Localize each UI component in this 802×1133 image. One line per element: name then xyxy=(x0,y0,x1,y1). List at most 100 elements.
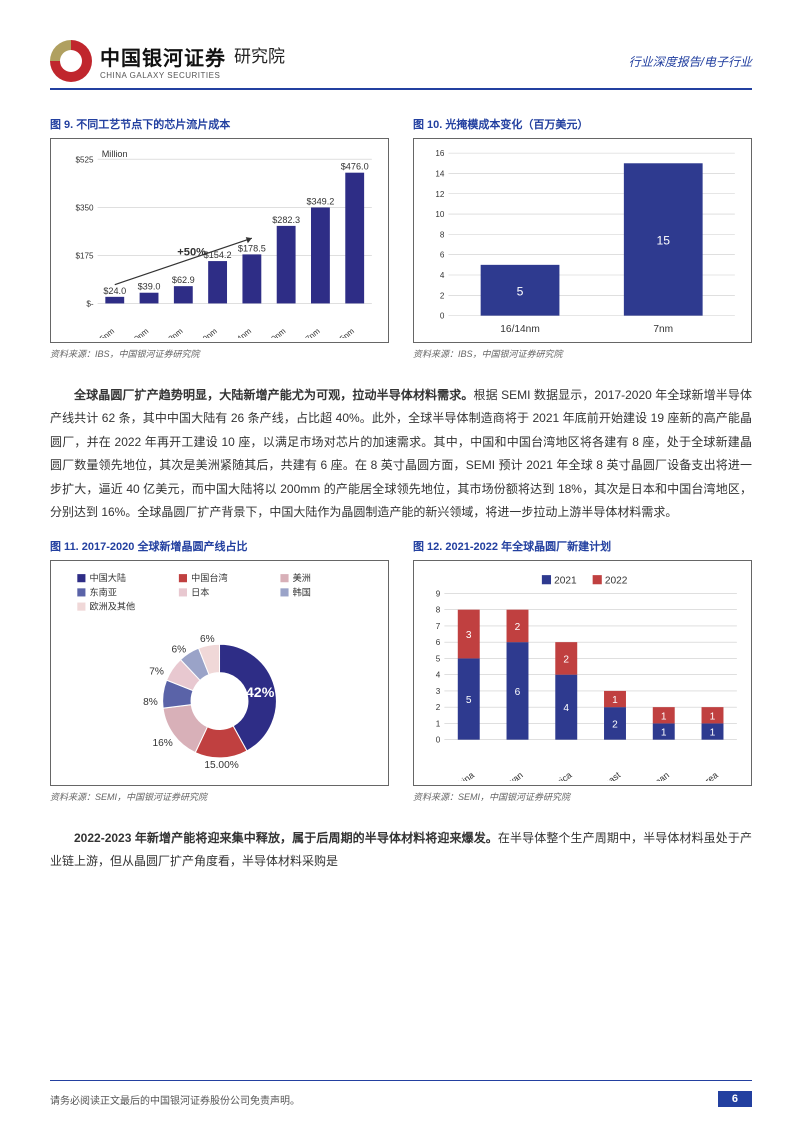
para1-lead: 全球晶圆厂扩产趋势明显，大陆新增产能尤为可观，拉动半导体材料需求。 xyxy=(74,388,473,402)
svg-text:中国大陆: 中国大陆 xyxy=(90,573,127,584)
svg-text:4: 4 xyxy=(436,671,441,680)
svg-text:$525: $525 xyxy=(76,155,95,164)
svg-text:12: 12 xyxy=(435,190,445,199)
page-header: 中国银河证券 CHINA GALAXY SECURITIES 研究院 行业深度报… xyxy=(50,40,752,82)
svg-text:6: 6 xyxy=(515,687,521,698)
svg-text:1: 1 xyxy=(710,728,716,739)
svg-text:5: 5 xyxy=(517,284,524,298)
svg-text:China: China xyxy=(451,770,477,781)
svg-text:16/14nm: 16/14nm xyxy=(500,324,539,335)
fig11-chart: 中国大陆 中国台湾 美洲东南亚 日本 韩国欧洲及其他 42% 15.00% 16% 8% 7% 6%… xyxy=(50,560,389,785)
para1-body: 根据 SEMI 数据显示，2017-2020 年全球新增半导体产线共计 62 条… xyxy=(50,388,752,519)
svg-text:5: 5 xyxy=(466,695,472,706)
svg-text:6: 6 xyxy=(440,251,445,260)
svg-text:1: 1 xyxy=(661,712,667,723)
svg-text:15.00%: 15.00% xyxy=(204,760,238,771)
svg-text:$476.0: $476.0 xyxy=(341,162,369,172)
svg-text:$39.0: $39.0 xyxy=(138,282,161,292)
svg-text:14: 14 xyxy=(435,169,445,178)
fig9-chart: Million $- $175 $350 $525 $24.0 65nm $39.0 45/40… xyxy=(50,138,389,343)
svg-text:2021: 2021 xyxy=(554,576,577,587)
svg-text:欧洲及其他: 欧洲及其他 xyxy=(90,601,136,612)
svg-text:7nm: 7nm xyxy=(304,326,322,338)
svg-text:9: 9 xyxy=(436,590,441,599)
svg-text:16%: 16% xyxy=(152,738,172,749)
svg-text:65nm: 65nm xyxy=(95,326,117,338)
svg-text:45/40nm: 45/40nm xyxy=(120,326,150,338)
svg-text:42%: 42% xyxy=(246,685,275,701)
svg-text:4: 4 xyxy=(440,271,445,280)
svg-text:4: 4 xyxy=(563,704,569,715)
logo-cn-text: 中国银河证券 xyxy=(100,42,226,71)
institute-label: 研究院 xyxy=(234,42,285,67)
svg-text:Taiwan: Taiwan xyxy=(496,770,525,780)
svg-text:$350: $350 xyxy=(76,203,95,212)
svg-text:2022: 2022 xyxy=(605,576,628,587)
paragraph-1: 全球晶圆厂扩产趋势明显，大陆新增产能尤为可观，拉动半导体材料需求。根据 SEMI… xyxy=(50,384,752,524)
page-footer: 请务必阅读正文最后的中国银河证券股份公司免责声明。 6 xyxy=(50,1091,752,1107)
svg-text:5nm: 5nm xyxy=(338,326,356,338)
fig10-source: 资料来源：IBS，中国银河证券研究院 xyxy=(413,347,752,360)
svg-text:2: 2 xyxy=(612,720,618,731)
svg-text:6: 6 xyxy=(436,639,441,648)
svg-text:South Korea: South Korea xyxy=(674,770,721,781)
galaxy-logo-icon xyxy=(50,40,92,82)
svg-text:10: 10 xyxy=(435,210,445,219)
svg-text:16: 16 xyxy=(435,149,445,158)
svg-text:$282.3: $282.3 xyxy=(272,215,300,225)
svg-text:0: 0 xyxy=(436,736,441,745)
fig12-source: 资料来源：SEMI，中国银河证券研究院 xyxy=(413,790,752,803)
svg-text:$62.9: $62.9 xyxy=(172,275,195,285)
svg-text:$-: $- xyxy=(86,299,94,308)
svg-text:8%: 8% xyxy=(143,697,158,708)
fig12-title: 图 12. 2021-2022 年全球晶圆厂新建计划 xyxy=(413,538,752,554)
svg-text:6%: 6% xyxy=(200,634,215,645)
logo-block: 中国银河证券 CHINA GALAXY SECURITIES 研究院 xyxy=(50,40,285,82)
svg-text:$175: $175 xyxy=(76,251,95,260)
svg-text:7%: 7% xyxy=(149,667,164,678)
svg-text:中国台湾: 中国台湾 xyxy=(191,573,228,584)
svg-text:美洲: 美洲 xyxy=(293,573,311,584)
svg-text:28nm: 28nm xyxy=(163,326,185,338)
svg-text:2: 2 xyxy=(440,291,445,300)
fig9-title: 图 9. 不同工艺节点下的芯片流片成本 xyxy=(50,116,389,132)
svg-text:韩国: 韩国 xyxy=(293,587,311,598)
fig11-source: 资料来源：SEMI，中国银河证券研究院 xyxy=(50,790,389,803)
svg-text:2: 2 xyxy=(563,655,569,666)
para2-lead: 2022-2023 年新增产能将迎来集中释放，属于后周期的半导体材料将迎来爆发。 xyxy=(74,831,498,845)
paragraph-2: 2022-2023 年新增产能将迎来集中释放，属于后周期的半导体材料将迎来爆发。… xyxy=(50,827,752,874)
svg-text:North America: North America xyxy=(522,770,574,781)
svg-text:1: 1 xyxy=(661,728,667,739)
svg-text:20nm: 20nm xyxy=(198,326,220,338)
svg-text:7: 7 xyxy=(436,622,441,631)
svg-text:1: 1 xyxy=(710,712,716,723)
svg-text:$349.2: $349.2 xyxy=(306,196,334,206)
footer-rule xyxy=(50,1080,752,1082)
svg-text:1: 1 xyxy=(436,720,441,729)
svg-text:3: 3 xyxy=(466,630,472,641)
svg-text:日本: 日本 xyxy=(191,587,209,598)
svg-text:5: 5 xyxy=(436,655,441,664)
svg-text:Japan: Japan xyxy=(645,770,671,780)
svg-text:$24.0: $24.0 xyxy=(103,286,126,296)
svg-text:15: 15 xyxy=(656,234,670,248)
fig10-chart: 0246810121416516/14nm157nm xyxy=(413,138,752,343)
fig11-title: 图 11. 2017-2020 全球新增晶圆产线占比 xyxy=(50,538,389,554)
svg-text:Million: Million xyxy=(102,149,128,159)
svg-text:东南亚: 东南亚 xyxy=(90,587,117,598)
svg-text:$154.2: $154.2 xyxy=(204,250,232,260)
svg-text:$178.5: $178.5 xyxy=(238,243,266,253)
svg-text:16/14nm: 16/14nm xyxy=(223,326,253,338)
svg-text:2: 2 xyxy=(436,704,441,713)
svg-text:2: 2 xyxy=(515,622,521,633)
disclaimer-text: 请务必阅读正文最后的中国银河证券股份公司免责声明。 xyxy=(50,1092,300,1107)
report-type-label: 行业深度报告/电子行业 xyxy=(629,53,752,70)
svg-text:1: 1 xyxy=(612,695,618,706)
svg-text:10nm: 10nm xyxy=(266,326,288,338)
svg-text:8: 8 xyxy=(440,230,445,239)
fig12-chart: 20212022012345678953China62Taiwan42North… xyxy=(413,560,752,785)
svg-text:+50%: +50% xyxy=(177,246,206,258)
svg-text:8: 8 xyxy=(436,606,441,615)
page-number: 6 xyxy=(718,1091,752,1107)
fig10-title: 图 10. 光掩模成本变化（百万美元） xyxy=(413,116,752,132)
